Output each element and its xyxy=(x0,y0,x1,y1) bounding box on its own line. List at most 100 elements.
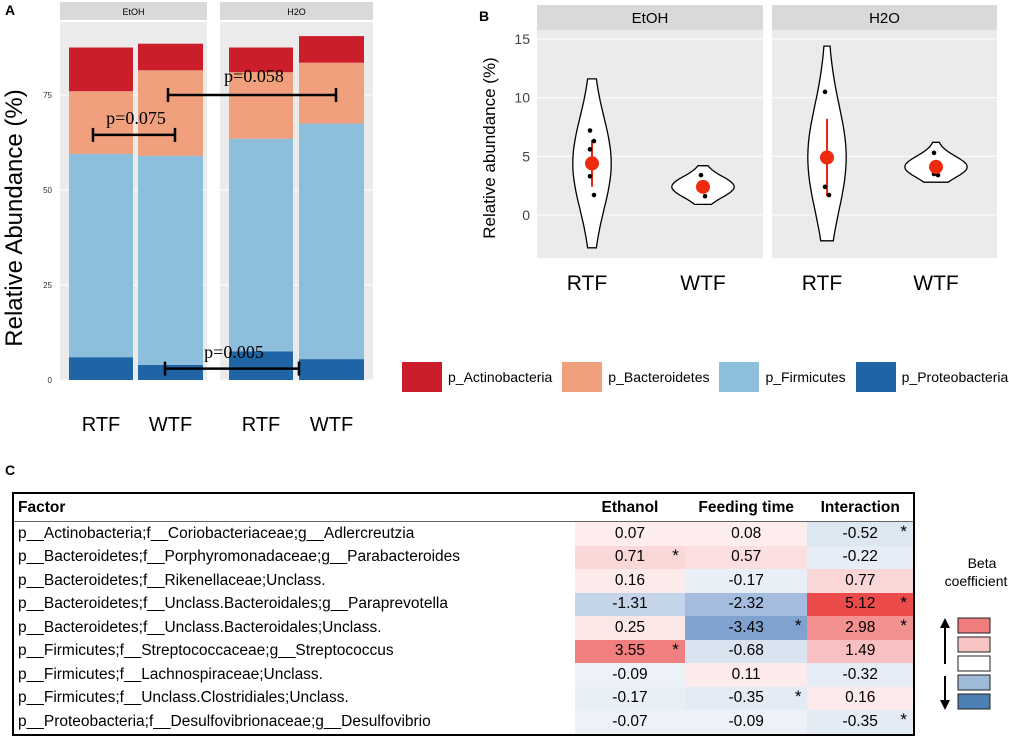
x-tick-label-rtf: RTF xyxy=(82,414,121,436)
value-cell-ethanol: -0.07 xyxy=(575,710,685,734)
y-tick-label: 75 xyxy=(43,91,52,100)
bar-firmicutes-rtf-h2o xyxy=(229,138,293,352)
facet-panel-b-etoh xyxy=(537,30,763,258)
y-tick-label-b: 15 xyxy=(514,31,530,47)
value-cell-ethanol: 3.55 * xyxy=(575,639,685,663)
table-header-row: Factor Ethanol Feeding time Interaction xyxy=(14,494,913,522)
facet-label-b-etoh: EtOH xyxy=(632,10,669,27)
bar-actinobacteria-wtf-h2o xyxy=(299,36,364,63)
facet-panel-b-h2o xyxy=(772,30,997,258)
violin-chart: Relative abundance (%) EtOH H2O 0 5 10 15 RT… xyxy=(480,5,997,295)
legend-item-bacteroidetes: p_Bacteroidetes xyxy=(562,362,709,392)
data-point-etoh-wtf xyxy=(698,172,704,178)
bar-firmicutes-wtf-etoh xyxy=(138,155,203,365)
value-text: 0.71 xyxy=(614,548,646,566)
bar-bacteroidetes-wtf-etoh xyxy=(138,70,203,156)
value-cell-interaction: 5.12 * xyxy=(807,592,913,616)
value-text: -0.52 xyxy=(842,524,878,542)
data-point-etoh-rtf xyxy=(591,192,597,198)
value-text: 0.25 xyxy=(614,618,646,636)
value-text: 0.11 xyxy=(731,665,761,683)
bar-bacteroidetes-rtf-h2o xyxy=(229,72,293,139)
x-tick-label-wtf: WTF xyxy=(310,414,353,436)
value-text: -0.35 xyxy=(728,689,764,707)
value-text: -0.09 xyxy=(728,712,764,730)
x-tick-label-b-h2o-wtf: WTF xyxy=(913,272,958,295)
p-value-label-2: p=0.005 xyxy=(204,342,264,362)
legend-item-actinobacteria: p_Actinobacteria xyxy=(402,362,552,392)
x-tick-label-b-etoh-rtf: RTF xyxy=(567,272,607,295)
x-tick-label-b-etoh-wtf: WTF xyxy=(680,272,725,295)
table-row: p__Bacteroidetes;f__Unclass.Bacteroidale… xyxy=(14,616,913,640)
value-cell-ethanol: -0.09 xyxy=(575,663,685,687)
value-cell-interaction: 0.16 xyxy=(807,686,913,710)
beta-legend-title-2: coefficient xyxy=(945,573,1008,589)
y-tick-label-b: 0 xyxy=(522,207,530,223)
table-row: p__Bacteroidetes;f__Porphyromonadaceae;g… xyxy=(14,545,913,569)
table-row: p__Firmicutes;f__Lachnospiraceae;Unclass… xyxy=(14,663,913,687)
data-point-etoh-rtf xyxy=(587,147,593,152)
arrow-down-head-icon xyxy=(940,700,950,710)
value-cell-interaction: 2.98 * xyxy=(807,616,913,640)
value-cell-feeding-time: -0.68 xyxy=(684,639,808,663)
y-axis-label-b: Relative abundance (%) xyxy=(480,57,499,238)
factor-cell: p__Firmicutes;f__Unclass.Clostridiales;U… xyxy=(18,689,349,707)
header-ethanol: Ethanol xyxy=(575,494,685,522)
value-text: 1.49 xyxy=(845,642,876,660)
bar-proteobacteria-wtf-h2o xyxy=(299,359,364,380)
facet-label-etoh: EtOH xyxy=(122,7,144,17)
y-axis-label: Relative Abundance (%) xyxy=(1,89,28,346)
bar-proteobacteria-rtf-etoh xyxy=(69,357,133,380)
factor-cell: p__Firmicutes;f__Streptococcaceae;g__Str… xyxy=(18,642,394,660)
table-row: p__Firmicutes;f__Unclass.Clostridiales;U… xyxy=(14,686,913,710)
value-text: 0.16 xyxy=(614,571,646,589)
table-row: p__Bacteroidetes;f__Unclass.Bacteroidale… xyxy=(14,592,913,616)
value-cell-feeding-time: -0.17 xyxy=(684,569,808,593)
x-tick-label-wtf: WTF xyxy=(149,414,192,436)
header-feeding-time: Feeding time xyxy=(684,494,808,522)
x-tick-label-b-h2o-rtf: RTF xyxy=(802,272,842,295)
beta-swatch-2 xyxy=(957,655,991,672)
y-tick-label-b: 5 xyxy=(522,148,530,164)
data-point-h2o-rtf xyxy=(826,192,832,198)
value-cell-interaction: -0.52 * xyxy=(807,521,913,546)
legend-item-proteobacteria: p_Proteobacteria xyxy=(855,362,1008,392)
value-cell-ethanol: 0.25 xyxy=(575,616,685,640)
data-point-h2o-wtf xyxy=(935,172,941,178)
data-point-etoh-rtf xyxy=(587,128,593,133)
value-text: -3.43 xyxy=(728,618,764,636)
header-interaction: Interaction xyxy=(807,494,913,522)
value-text: 0.08 xyxy=(731,524,762,542)
data-point-h2o-wtf xyxy=(931,150,937,156)
table-row: p__Bacteroidetes;f__Rikenellaceae;Unclas… xyxy=(14,569,913,593)
value-cell-interaction: -0.35 * xyxy=(807,710,913,734)
significance-star: * xyxy=(794,686,802,706)
value-cell-interaction: 0.77 xyxy=(807,569,913,593)
value-text: 0.16 xyxy=(845,689,876,707)
factor-cell: p__Proteobacteria;f__Desulfovibrionaceae… xyxy=(18,712,431,730)
value-text: 5.12 xyxy=(845,595,876,613)
factor-cell: p__Firmicutes;f__Lachnospiraceae;Unclass… xyxy=(18,665,323,683)
value-cell-interaction: 1.49 xyxy=(807,639,913,663)
value-text: -0.07 xyxy=(612,712,648,730)
value-text: -0.35 xyxy=(842,712,878,730)
beta-swatch-3 xyxy=(957,674,991,691)
bar-firmicutes-rtf-etoh xyxy=(69,153,133,358)
data-point-etoh-rtf xyxy=(587,173,593,179)
value-cell-ethanol: 0.07 xyxy=(575,521,685,546)
value-text: -0.17 xyxy=(612,689,648,707)
mean-point-h2o-rtf xyxy=(820,150,834,165)
y-tick-label: 0 xyxy=(48,376,53,385)
beta-swatch-0 xyxy=(957,617,991,634)
facet-label-h2o: H2O xyxy=(287,7,306,17)
table-row: p__Actinobacteria;f__Coriobacteriaceae;g… xyxy=(14,521,913,546)
facet-label-b-h2o: H2O xyxy=(869,10,900,27)
panel-letter-c: C xyxy=(5,462,16,478)
header-factor: Factor xyxy=(14,494,575,522)
value-cell-ethanol: 0.16 xyxy=(575,569,685,593)
bar-bacteroidetes-rtf-etoh xyxy=(69,91,133,154)
beta-table: Factor Ethanol Feeding time Interaction … xyxy=(12,492,915,736)
data-point-h2o-rtf xyxy=(822,89,828,95)
legend-swatch-firmicutes xyxy=(719,362,760,392)
arrow-up-head-icon xyxy=(940,618,950,628)
